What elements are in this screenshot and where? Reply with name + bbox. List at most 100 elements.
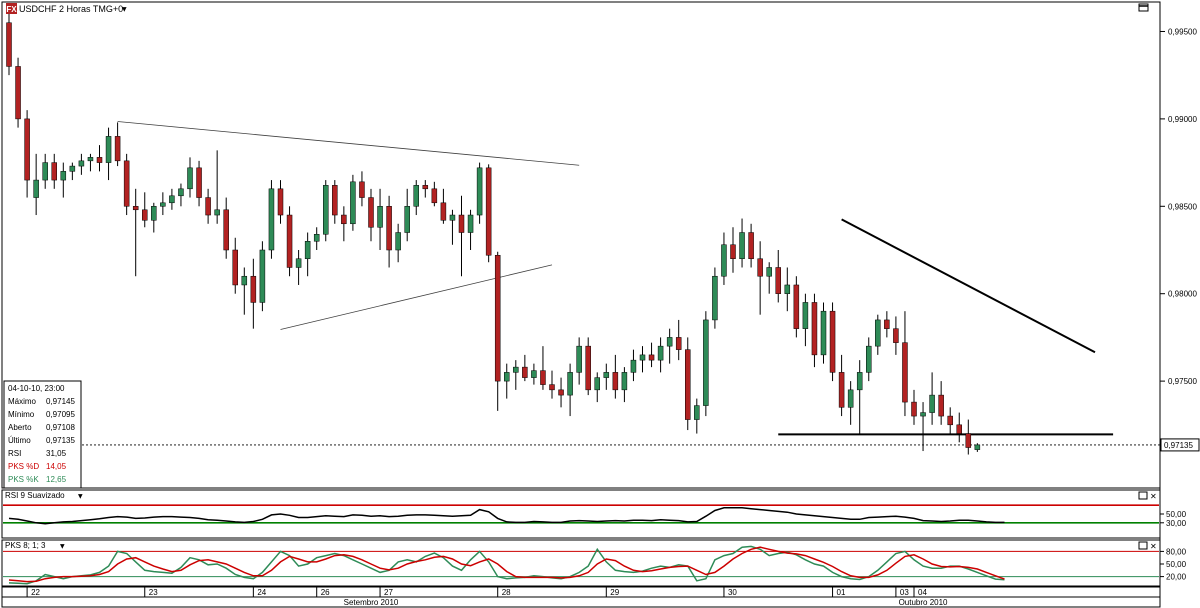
info-value: 0,97135: [46, 436, 75, 445]
candle-up: [87, 157, 94, 162]
candle-down: [838, 372, 845, 408]
info-label: PKS %D: [8, 462, 39, 471]
rsi-panel-title: RSI 9 Suavizado: [5, 491, 65, 500]
rsi-panel: [1, 489, 1161, 539]
candle-down: [15, 66, 21, 120]
candle-up: [323, 185, 329, 235]
candle-up: [513, 366, 519, 373]
candle-up: [630, 359, 637, 373]
candle-up: [639, 354, 646, 361]
price-tick-label: 0,99000: [1168, 115, 1197, 124]
rsi-close-icon[interactable]: ✕: [1150, 492, 1157, 501]
rsi-tick-label: 50,00: [1166, 510, 1187, 519]
candle-up: [404, 206, 410, 233]
info-box: 04-10-10, 23:00 Máximo 0,97145 Mínimo 0,970…: [3, 380, 82, 489]
price-tick-label: 0,98500: [1168, 202, 1197, 211]
info-value: 31,05: [46, 449, 67, 458]
main-price-panel: [1, 1, 1161, 489]
info-label: Último: [8, 436, 31, 445]
candle-down: [123, 160, 130, 207]
candle-up: [160, 202, 166, 207]
candle-down: [558, 389, 564, 396]
candle-down: [585, 345, 591, 391]
candle-down: [51, 162, 57, 181]
candle-up: [739, 232, 745, 259]
candle-down: [893, 328, 899, 343]
candle-up: [214, 209, 220, 216]
day-label: 03: [900, 588, 909, 597]
pks-close-icon[interactable]: ✕: [1150, 542, 1157, 551]
candle-down: [96, 157, 103, 163]
candle-up: [866, 345, 872, 373]
candle-up: [847, 389, 854, 408]
info-label: Mínimo: [8, 410, 35, 419]
rsi-title-dropdown-icon[interactable]: ▼: [78, 493, 83, 500]
candle-up: [151, 206, 157, 221]
candle-down: [956, 424, 962, 434]
info-label: Aberto: [8, 423, 32, 432]
info-label: Máximo: [8, 397, 37, 406]
candle-up: [476, 167, 483, 216]
candle-down: [648, 354, 655, 361]
pks-tick-label: 20,00: [1166, 573, 1187, 582]
candle-down: [494, 254, 501, 382]
candle-up: [449, 214, 456, 221]
restore-icon[interactable]: [1138, 3, 1149, 12]
candle-down: [359, 181, 365, 198]
candle-down: [114, 136, 121, 162]
candle-down: [902, 342, 908, 403]
day-label: 01: [837, 588, 846, 597]
candle-up: [766, 267, 772, 277]
candle-down: [757, 258, 763, 277]
candle-up: [856, 372, 863, 391]
day-label: 29: [610, 588, 619, 597]
candle-up: [33, 179, 39, 198]
candle-up: [929, 394, 935, 413]
candle-down: [612, 372, 619, 391]
fx-logo: [6, 3, 17, 14]
candle-up: [531, 370, 537, 378]
candle-up: [703, 319, 709, 406]
candle-down: [232, 249, 238, 286]
candle-up: [594, 377, 600, 391]
candle-up: [377, 206, 383, 228]
candle-up: [78, 160, 85, 167]
candle-down: [223, 209, 229, 251]
candle-up: [178, 188, 184, 197]
candle-down: [675, 337, 682, 350]
candle-up: [974, 444, 981, 450]
pks-restore-icon[interactable]: [1138, 541, 1148, 550]
candle-up: [241, 275, 248, 286]
candle-down: [368, 197, 374, 228]
rsi-restore-icon[interactable]: [1138, 491, 1148, 500]
candle-down: [965, 433, 972, 448]
candle-up: [694, 405, 700, 420]
candle-down: [775, 267, 781, 294]
price-tick-label: 0,97500: [1168, 377, 1197, 386]
candle-up: [721, 244, 727, 277]
candle-down: [277, 188, 284, 216]
candle-up: [295, 258, 302, 268]
pks-title-dropdown-icon[interactable]: ▼: [60, 543, 65, 550]
candle-down: [332, 185, 338, 216]
candle-down: [6, 22, 12, 67]
candle-down: [540, 370, 546, 385]
candle-down: [142, 209, 148, 221]
fx-logo-text: FX: [6, 5, 17, 14]
trendline: [841, 218, 1096, 354]
candle-down: [522, 366, 528, 378]
candle-down: [793, 284, 800, 329]
candle-down: [549, 384, 555, 391]
day-label: 30: [728, 588, 737, 597]
price-tick-label: 0,99500: [1168, 27, 1197, 36]
day-label: 04: [918, 588, 927, 597]
candle-up: [169, 195, 175, 204]
title-dropdown-icon[interactable]: ▼: [122, 6, 127, 13]
candle-up: [413, 185, 419, 207]
rsi-series-line: [8, 507, 1005, 525]
candle-down: [911, 401, 917, 417]
candle-down: [685, 349, 691, 420]
candle-up: [657, 345, 664, 361]
candle-up: [603, 372, 610, 378]
